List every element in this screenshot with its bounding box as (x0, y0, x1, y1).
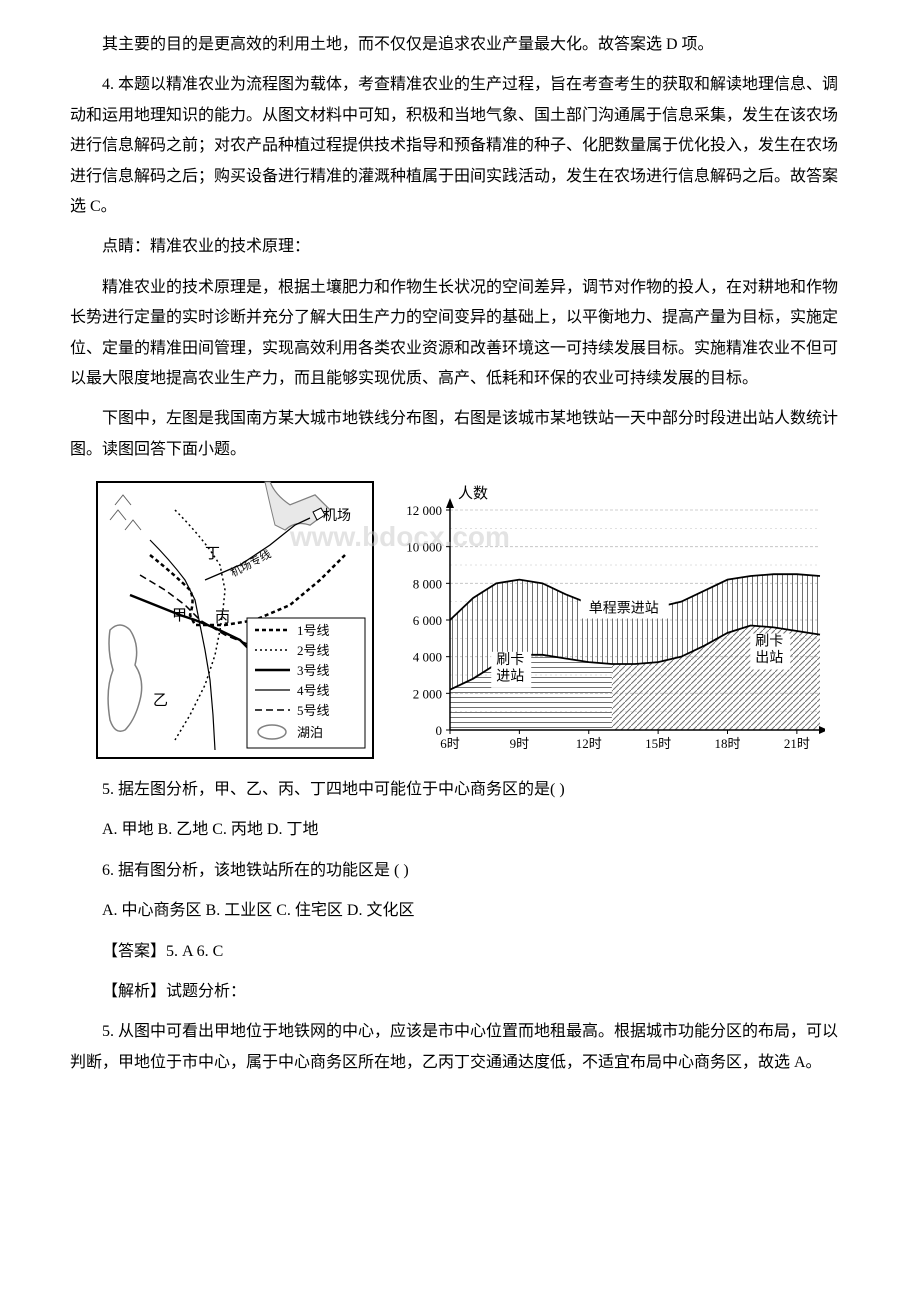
question-6-options: A. 中心商务区 B. 工业区 C. 住宅区 D. 文化区 (70, 896, 850, 926)
paragraph-1: 其主要的目的是更高效的利用土地，而不仅仅是追求农业产量最大化。故答案选 D 项。 (70, 30, 850, 60)
figure-row: www.bdocx.com (70, 480, 850, 760)
question-5-options: A. 甲地 B. 乙地 C. 丙地 D. 丁地 (70, 815, 850, 845)
svg-text:12时: 12时 (576, 736, 602, 751)
svg-text:刷卡: 刷卡 (496, 652, 524, 668)
svg-text:21时: 21时 (784, 736, 810, 751)
legend-line5: 5号线 (297, 703, 330, 718)
map-label-bing: 丙 (215, 610, 230, 626)
paragraph-5: 下图中，左图是我国南方某大城市地铁线分布图，右图是该城市某地铁站一天中部分时段进… (70, 404, 850, 465)
map-label-ding: 丁 (205, 546, 220, 562)
legend-line3: 3号线 (297, 663, 330, 678)
svg-text:单程票进站: 单程票进站 (589, 601, 659, 617)
station-traffic-chart: 02 0004 0006 0008 00010 00012 0006时9时12时… (385, 480, 825, 760)
paragraph-4: 精准农业的技术原理是，根据土壤肥力和作物生长状况的空间差异，调节对作物的投人，在… (70, 273, 850, 395)
svg-text:10 000: 10 000 (406, 540, 442, 555)
svg-text:人数: 人数 (458, 485, 488, 502)
svg-text:出站: 出站 (755, 650, 783, 666)
map-label-yi: 乙 (153, 693, 168, 709)
question-5: 5. 据左图分析，甲、乙、丙、丁四地中可能位于中心商务区的是( ) (70, 775, 850, 805)
mountain-icons (110, 495, 141, 530)
legend-lake: 湖泊 (297, 725, 323, 740)
svg-text:6时: 6时 (440, 736, 460, 751)
legend-line2: 2号线 (297, 643, 330, 658)
answer-line: 【答案】5. A 6. C (70, 937, 850, 967)
svg-text:18时: 18时 (714, 736, 740, 751)
subway-line-4 (150, 540, 215, 750)
svg-text:刷卡: 刷卡 (755, 634, 783, 650)
svg-text:6 000: 6 000 (413, 613, 442, 628)
subway-map: 丁 机场 机场专线 甲 丙 乙 1号线 2号线 3号线 4号线 5号线 湖泊 (95, 480, 375, 760)
svg-text:4 000: 4 000 (413, 650, 442, 665)
svg-text:9时: 9时 (510, 736, 530, 751)
map-label-jia: 甲 (172, 608, 187, 624)
svg-text:15时: 15时 (645, 736, 671, 751)
map-label-airport: 机场 (323, 508, 351, 524)
svg-text:12 000: 12 000 (406, 503, 442, 518)
paragraph-2: 4. 本题以精准农业为流程图为载体，考查精准农业的生产过程，旨在考查考生的获取和… (70, 70, 850, 222)
paragraph-3: 点睛：精准农业的技术原理： (70, 232, 850, 262)
svg-text:2 000: 2 000 (413, 686, 442, 701)
map-label-airport-line: 机场专线 (228, 547, 273, 580)
svg-text:8 000: 8 000 (413, 576, 442, 591)
analysis-heading: 【解析】试题分析： (70, 977, 850, 1007)
svg-text:进站: 进站 (496, 669, 524, 685)
legend-line4: 4号线 (297, 683, 330, 698)
legend-line1: 1号线 (297, 623, 330, 638)
lake-shape (108, 625, 142, 731)
question-6: 6. 据有图分析，该地铁站所在的功能区是 ( ) (70, 856, 850, 886)
analysis-5: 5. 从图中可看出甲地位于地铁网的中心，应该是市中心位置而地租最高。根据城市功能… (70, 1017, 850, 1078)
